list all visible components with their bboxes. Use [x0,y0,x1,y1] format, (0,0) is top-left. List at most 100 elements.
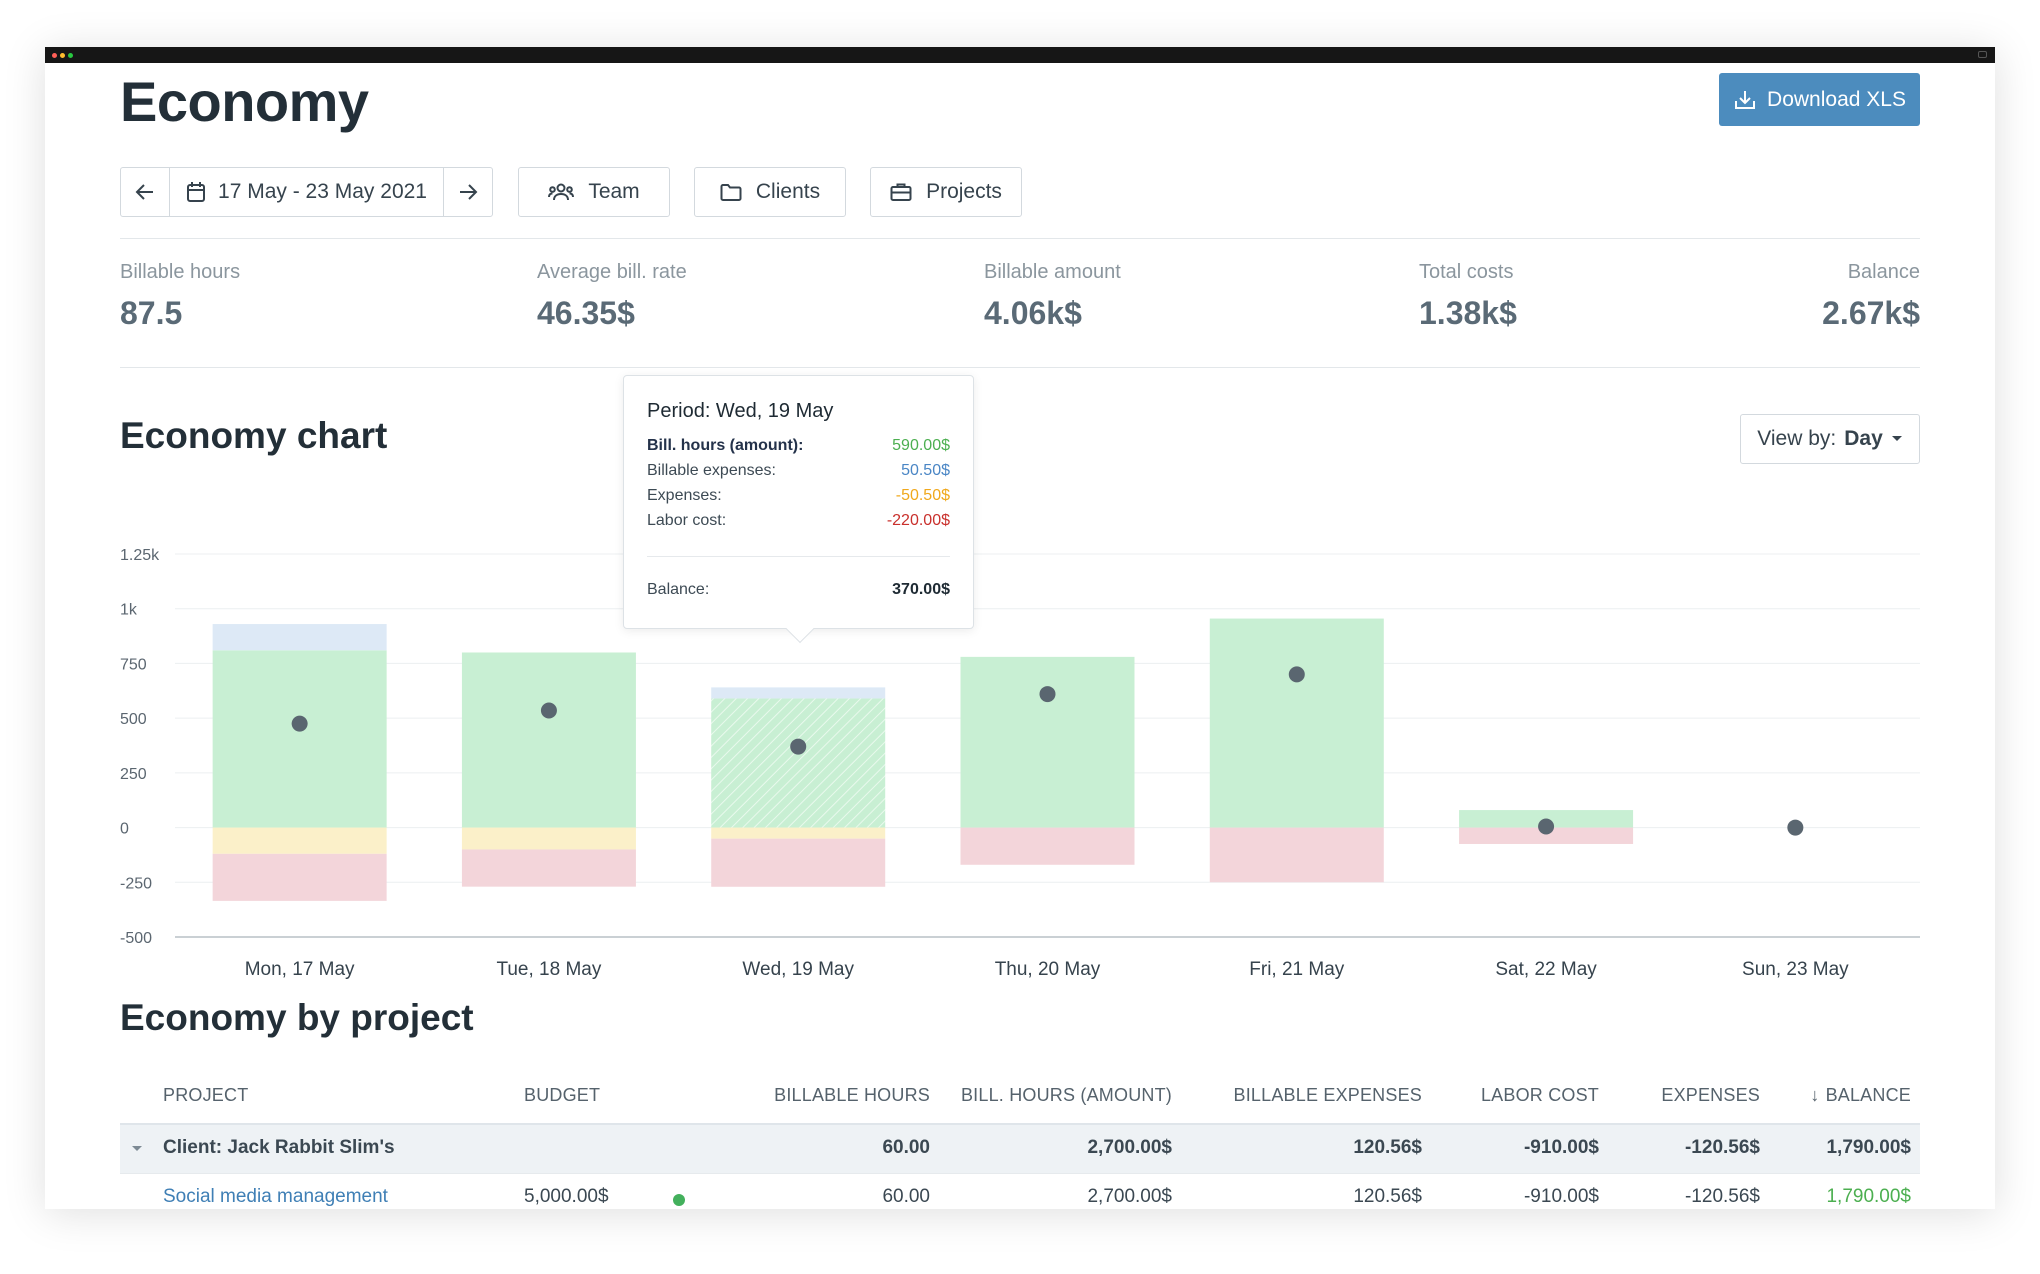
economy-by-project-title: Economy by project [120,997,474,1038]
balance-point [1288,666,1305,683]
y-tick-label: -500 [120,930,152,947]
tooltip-row-label: Bill. hours (amount): [647,437,804,454]
tooltip-balance-row: Balance: 370.00$ [647,581,950,599]
bar-segment [1209,827,1384,883]
client-group-row[interactable]: Client: Jack Rabbit Slim's 60.00 2,700.0… [120,1123,1920,1173]
previous-period-button[interactable] [121,168,169,216]
bar-segment [960,656,1135,828]
column-header-expenses[interactable]: EXPENSES [1661,1085,1760,1105]
tooltip-row-label: Labor cost: [647,512,727,529]
bar-segment [461,849,636,887]
economy-chart: 1.25k 1k 750 500 250 0 -250 -500 Mon, 17 May Tue,… [120,547,1920,980]
stat-total-costs-value: 1.38k$ [1419,295,1517,331]
view-by-dropdown[interactable]: View by: Day [1740,414,1920,464]
x-tick-label: Tue, 18 May [496,959,601,980]
team-filter-label: Team [588,180,640,203]
group-expenses: -120.56$ [1684,1137,1760,1158]
tooltip-row-value: -220.00$ [886,512,950,529]
column-header-billable-expenses[interactable]: BILLABLE EXPENSES [1233,1085,1422,1105]
project-labor-cost: -910.00$ [1523,1186,1599,1207]
clients-filter-label: Clients [755,180,821,203]
bar-segment [960,827,1135,865]
tooltip-title: Period: Wed, 19 May [647,400,834,422]
tooltip-row-value: 590.00$ [892,437,950,454]
y-tick-label: -250 [120,875,152,892]
team-filter-button[interactable]: Team [518,167,670,217]
tooltip-row: Expenses: -50.50$ [647,487,950,505]
window-titlebar [45,47,1995,63]
balance-point [1039,686,1056,703]
team-icon [548,183,575,201]
bar-segment [1209,618,1384,828]
project-budget: 5,000.00$ [524,1186,609,1207]
tooltip-row: Labor cost: -220.00$ [647,512,950,530]
project-expenses: -120.56$ [1684,1186,1760,1207]
column-header-labor-cost[interactable]: LABOR COST [1480,1085,1599,1105]
tooltip-balance-label: Balance: [647,581,710,598]
stat-average-rate-label: Average bill. rate [537,261,687,283]
y-tick-label: 750 [120,656,147,673]
x-tick-label: Fri, 21 May [1249,959,1345,980]
tooltip-row: Billable expenses: 50.50$ [647,462,950,480]
minimize-window-icon[interactable] [60,53,65,58]
stat-balance-label: Balance [1847,261,1920,283]
bar-segment [711,838,886,887]
maximize-window-icon[interactable] [68,53,73,58]
balance-point [1787,819,1804,836]
group-billable-expenses: 120.56$ [1353,1137,1422,1158]
tooltip-divider [647,556,950,557]
tooltip-row-label: Expenses: [647,487,722,504]
column-header-budget[interactable]: BUDGET [524,1085,601,1105]
x-tick-label: Thu, 20 May [995,959,1101,980]
collapse-caret-icon[interactable] [131,1145,143,1153]
close-window-icon[interactable] [52,53,57,58]
stat-average-rate-value: 46.35$ [537,295,635,331]
project-balance: 1,790.00$ [1826,1186,1911,1207]
app-window: Economy Download XLS 17 May - 23 May 202… [45,47,1995,1209]
y-tick-label: 500 [120,711,147,728]
column-header-balance-label: BALANCE [1825,1085,1911,1105]
bar-segment [711,827,886,839]
clients-filter-button[interactable]: Clients [694,167,846,217]
project-billable-expenses: 120.56$ [1353,1186,1422,1207]
stat-billable-hours-label: Billable hours [120,261,241,283]
group-billable-hours: 60.00 [882,1137,930,1158]
table-row: Social media management 5,000.00$ 60.00 … [120,1173,1920,1209]
balance-point [291,715,308,732]
date-range-field[interactable]: 17 May - 23 May 2021 [170,168,443,216]
balance-point [540,702,557,719]
y-tick-label: 1k [120,602,138,619]
tooltip-balance-value: 370.00$ [892,581,950,598]
bar-segment [461,827,636,850]
group-bill-hours-amount: 2,700.00$ [1087,1137,1172,1158]
project-billable-hours: 60.00 [882,1186,930,1207]
budget-status-dot [673,1194,685,1206]
column-header-bill-hours-amount[interactable]: BILL. HOURS (AMOUNT) [960,1085,1172,1105]
sort-desc-icon: ↓ [1810,1085,1820,1105]
bar-segment [212,624,387,651]
x-tick-label: Sat, 22 May [1495,959,1597,980]
calendar-icon [187,182,206,202]
project-bill-hours-amount: 2,700.00$ [1087,1186,1172,1207]
window-lock-icon [1978,51,1987,58]
tooltip-row-value: -50.50$ [895,487,950,504]
caret-down-icon [1891,436,1902,441]
stats-divider-top [120,238,1920,239]
arrow-left-icon [135,184,153,200]
balance-point [1538,818,1555,835]
column-header-billable-hours[interactable]: BILLABLE HOURS [774,1085,930,1105]
stat-billable-amount-label: Billable amount [984,261,1121,283]
stats-divider-bottom [120,367,1920,368]
download-xls-button[interactable]: Download XLS [1719,73,1920,126]
balance-point [790,738,807,755]
projects-filter-button[interactable]: Projects [870,167,1022,217]
x-tick-label: Sun, 23 May [1742,959,1849,980]
stat-balance-value: 2.67k$ [1822,295,1920,331]
column-header-project[interactable]: PROJECT [163,1085,249,1105]
stat-total-costs-label: Total costs [1419,261,1514,283]
next-period-button[interactable] [444,168,492,216]
project-link[interactable]: Social media management [163,1186,388,1207]
bar-segment [711,698,886,828]
column-header-balance[interactable]: ↓ BALANCE [1810,1085,1911,1106]
tooltip-row: Bill. hours (amount): 590.00$ [647,437,950,455]
